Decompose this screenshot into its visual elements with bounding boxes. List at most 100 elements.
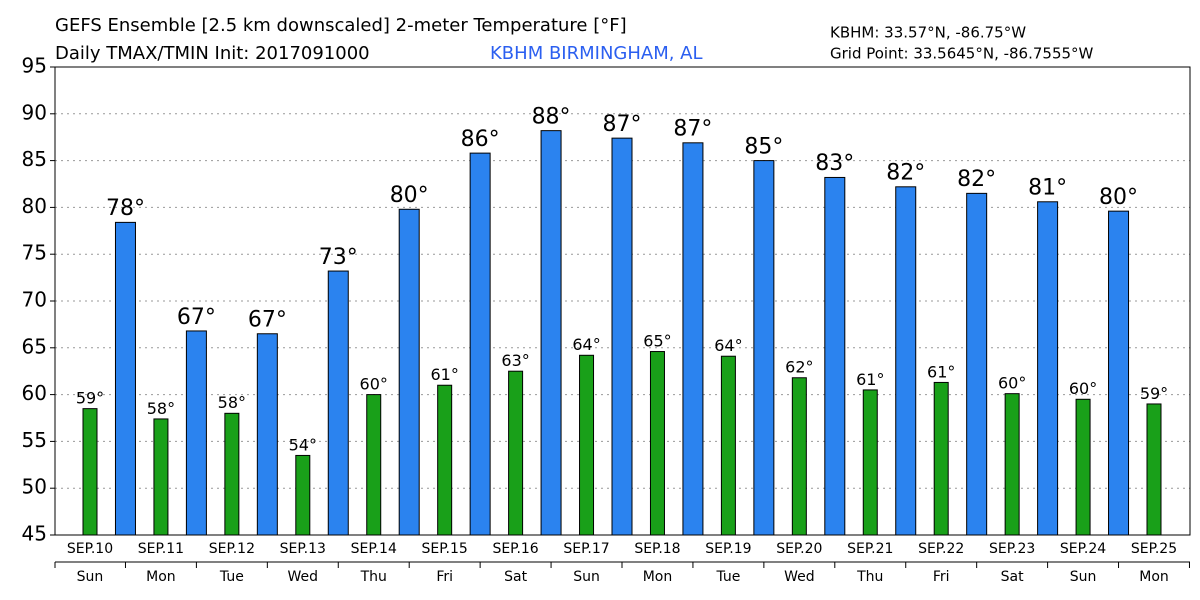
y-tick-label: 80 <box>22 194 47 218</box>
data-label: 67° <box>248 308 287 333</box>
weekday-label: Tue <box>219 569 244 585</box>
bar <box>753 160 775 536</box>
bar <box>398 208 420 536</box>
data-label: 60° <box>1069 379 1097 398</box>
bar <box>1037 201 1059 536</box>
data-label: 73° <box>319 245 358 270</box>
x-tick-label: SEP.17 <box>563 541 609 557</box>
x-tick-label: SEP.20 <box>776 541 822 557</box>
weekday-label: Fri <box>933 569 950 585</box>
x-tick-label: SEP.13 <box>280 541 326 557</box>
y-tick-label: 90 <box>22 100 47 124</box>
data-label: 61° <box>430 365 458 384</box>
data-label: 82° <box>957 167 996 192</box>
bar <box>720 355 736 536</box>
bar <box>682 142 704 536</box>
bar <box>579 354 595 536</box>
weekday-label: Mon <box>643 569 673 585</box>
data-label: 54° <box>289 435 317 454</box>
data-label: 88° <box>532 104 571 129</box>
bar <box>933 381 949 536</box>
chart-title: GEFS Ensemble [2.5 km downscaled] 2-mete… <box>55 15 627 36</box>
bar <box>824 176 846 536</box>
weekday-label: Sun <box>77 569 104 585</box>
y-tick-label: 75 <box>22 241 47 265</box>
bar <box>295 454 311 536</box>
bar <box>611 137 633 536</box>
data-label: 59° <box>1140 384 1168 403</box>
bar <box>1108 210 1130 536</box>
data-label: 86° <box>461 127 500 152</box>
weekday-label: Wed <box>784 569 815 585</box>
y-tick-label: 55 <box>22 428 47 452</box>
y-tick-label: 45 <box>22 522 47 546</box>
data-label: 64° <box>572 335 600 354</box>
data-label: 60° <box>360 375 388 394</box>
bar <box>1004 393 1020 536</box>
x-tick-label: SEP.19 <box>705 541 751 557</box>
weekday-label: Wed <box>288 569 319 585</box>
bar <box>327 270 349 536</box>
weekday-label: Tue <box>715 569 740 585</box>
chart-subtitle: Daily TMAX/TMIN Init: 2017091000 <box>55 43 370 64</box>
data-label: 61° <box>927 362 955 381</box>
data-label: 87° <box>673 117 712 142</box>
y-tick-label: 85 <box>22 147 47 171</box>
data-label: 63° <box>501 351 529 370</box>
bar <box>649 351 665 536</box>
bar <box>540 130 562 536</box>
data-label: 60° <box>998 374 1026 393</box>
data-label: 61° <box>856 370 884 389</box>
y-tick-label: 70 <box>22 288 47 312</box>
bar <box>1146 403 1162 536</box>
bar <box>153 418 169 536</box>
data-label: 85° <box>744 134 783 159</box>
weekday-label: Fri <box>436 569 453 585</box>
weekday-label: Sat <box>504 569 527 585</box>
bar <box>895 186 917 536</box>
x-tick-label: SEP.25 <box>1131 541 1177 557</box>
location: KBHM BIRMINGHAM, AL <box>490 43 703 64</box>
data-label: 87° <box>603 112 642 137</box>
x-tick-label: SEP.23 <box>989 541 1035 557</box>
data-label: 78° <box>106 196 145 221</box>
data-label: 81° <box>1028 176 1067 201</box>
bar <box>256 333 278 536</box>
x-tick-label: SEP.15 <box>422 541 468 557</box>
bar <box>1075 398 1091 536</box>
weekday-label: Sat <box>1001 569 1024 585</box>
data-label: 83° <box>815 151 854 176</box>
x-tick-label: SEP.10 <box>67 541 113 557</box>
bar <box>82 408 98 536</box>
grid-point: Grid Point: 33.5645°N, -86.7555°W <box>830 45 1094 63</box>
data-label: 65° <box>643 331 671 350</box>
weekday-label: Sun <box>1070 569 1097 585</box>
x-tick-label: SEP.22 <box>918 541 964 557</box>
bar <box>862 389 878 536</box>
x-tick-label: SEP.11 <box>138 541 184 557</box>
y-tick-label: 95 <box>22 54 47 78</box>
bar <box>437 384 453 536</box>
station: KBHM: 33.57°N, -86.75°W <box>830 24 1026 42</box>
weekday-label: Sun <box>573 569 600 585</box>
weekday-label: Thu <box>856 569 883 585</box>
bar <box>114 221 136 536</box>
bar <box>469 152 491 536</box>
x-tick-label: SEP.14 <box>351 541 397 557</box>
data-label: 80° <box>1099 185 1138 210</box>
y-tick-label: 60 <box>22 381 47 405</box>
data-label: 67° <box>177 305 216 330</box>
weekday-label: Mon <box>1139 569 1169 585</box>
x-tick-label: SEP.18 <box>634 541 680 557</box>
y-tick-label: 50 <box>22 475 47 499</box>
bar <box>791 377 807 536</box>
data-label: 82° <box>886 161 925 186</box>
bar <box>224 412 240 536</box>
bar <box>966 192 988 536</box>
data-label: 64° <box>714 336 742 355</box>
data-label: 58° <box>147 399 175 418</box>
x-tick-label: SEP.16 <box>492 541 538 557</box>
y-tick-label: 65 <box>22 334 47 358</box>
bar <box>508 370 524 536</box>
